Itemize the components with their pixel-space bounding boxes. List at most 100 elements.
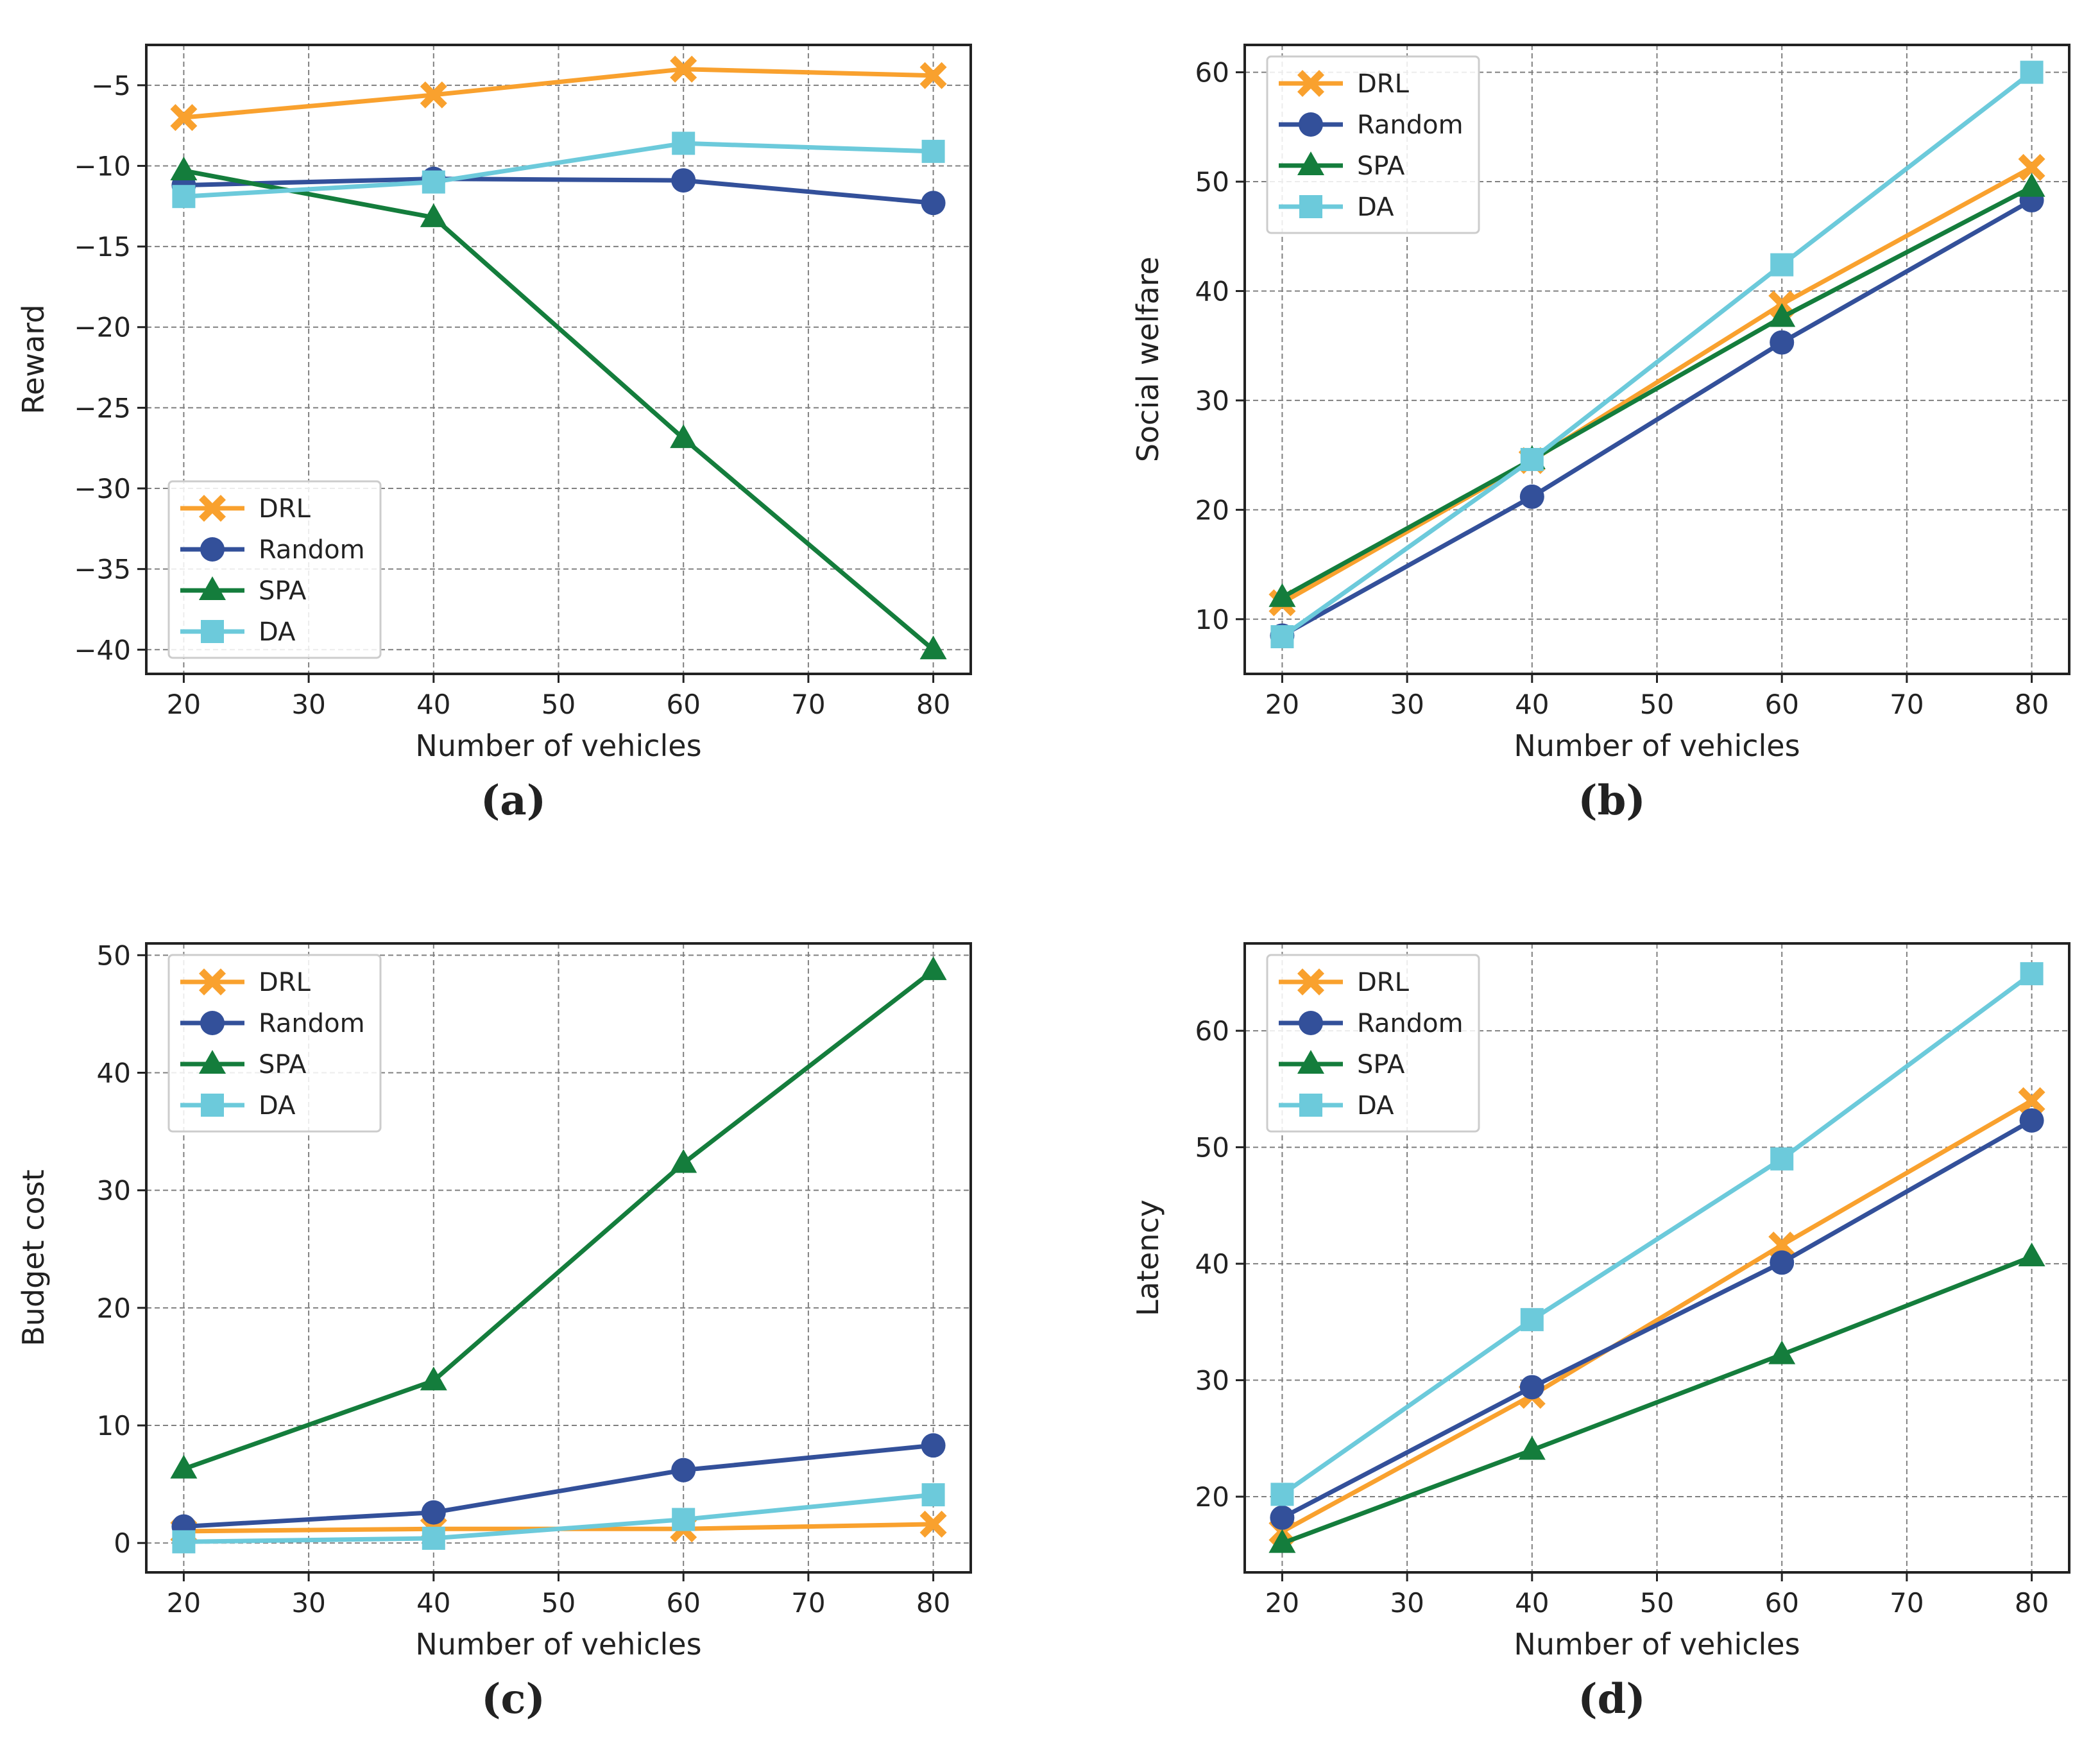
x-tick-label: 30 <box>291 689 325 720</box>
y-tick-label: 30 <box>1195 1365 1229 1397</box>
y-tick-label: 40 <box>1195 1248 1229 1280</box>
legend-marker-drl <box>199 495 226 522</box>
point-da <box>422 1526 445 1550</box>
point-drl <box>919 1510 947 1538</box>
legend-marker-drl <box>1297 70 1324 97</box>
legend-marker-spa <box>1297 151 1324 175</box>
x-tick-label: 80 <box>2015 689 2049 720</box>
legend-marker-random <box>1299 112 1323 137</box>
point-random <box>921 1433 946 1458</box>
point-drl <box>2018 153 2045 181</box>
series-line-drl <box>1281 1098 2033 1534</box>
point-random <box>421 1500 446 1525</box>
y-axis-label: Reward <box>16 304 51 414</box>
point-drl <box>2018 1087 2045 1114</box>
legend-marker-da <box>201 620 224 643</box>
series-line-drl <box>1281 165 2033 605</box>
legend-marker-da <box>1299 1094 1322 1117</box>
series-line-drl <box>184 67 934 120</box>
point-random <box>1519 1375 1544 1400</box>
point-random <box>1270 1505 1295 1530</box>
legend-label-random: Random <box>1357 110 1464 140</box>
legend-label-spa: SPA <box>259 1050 307 1079</box>
legend-marker-random <box>1299 1011 1323 1035</box>
chart-a: 20 30 40 50 60 70 80 −40 −35 −30 −25 −20 −15 −10 −5 Num… <box>16 44 972 763</box>
y-tick-label: 30 <box>1195 385 1229 417</box>
y-tick-label: −30 <box>74 473 131 504</box>
point-spa <box>170 157 198 180</box>
y-tick-label: 10 <box>97 1410 131 1441</box>
legend: DRL Random SPA DA <box>1266 55 1480 234</box>
y-tick-label: 10 <box>1195 604 1229 635</box>
legend-box <box>167 954 382 1133</box>
x-tick-label: 70 <box>1890 689 1924 720</box>
point-da <box>2020 60 2044 84</box>
y-tick-label: 40 <box>1195 275 1229 307</box>
caption-d: (d) <box>1578 1675 1646 1723</box>
legend-label-random: Random <box>259 1009 365 1038</box>
x-tick-label: 60 <box>1764 1587 1798 1619</box>
point-spa <box>2018 173 2045 197</box>
caption-a: (a) <box>480 777 547 825</box>
series-line-random <box>1281 198 2033 638</box>
x-tick-label: 20 <box>167 689 201 720</box>
x-axis-label: Number of vehicles <box>415 728 701 763</box>
point-da <box>1520 447 1544 471</box>
x-tick-label: 30 <box>291 1587 325 1619</box>
legend-box <box>1266 55 1480 234</box>
legend-label-drl: DRL <box>259 968 311 997</box>
point-spa <box>420 1366 447 1391</box>
point-da <box>672 132 696 155</box>
caption-c: (c) <box>481 1675 545 1723</box>
x-tick-label: 50 <box>542 689 576 720</box>
point-da <box>172 1530 196 1554</box>
x-tick-label: 60 <box>666 1587 700 1619</box>
series-line-da <box>184 141 934 199</box>
point-da <box>1770 253 1794 277</box>
y-tick-label: −20 <box>74 312 131 343</box>
x-tick-label: 70 <box>791 689 825 720</box>
point-drl <box>919 62 947 89</box>
legend-label-drl: DRL <box>259 494 311 524</box>
legend: DRL Random SPA DA <box>1266 954 1480 1133</box>
legend-marker-da <box>201 1094 224 1117</box>
point-random <box>921 191 946 216</box>
point-spa <box>1518 1436 1546 1460</box>
series-line-da <box>1281 972 2033 1497</box>
y-tick-label: −15 <box>74 231 131 262</box>
point-spa <box>1768 1340 1796 1364</box>
legend-label-spa: SPA <box>259 576 307 606</box>
series-line-spa <box>183 968 935 1472</box>
legend-label-drl: DRL <box>1357 69 1410 99</box>
point-da <box>672 1508 696 1531</box>
point-da <box>1520 1308 1544 1332</box>
x-axis-label: Number of vehicles <box>415 1627 701 1662</box>
point-spa <box>1268 583 1296 607</box>
y-tick-label: 30 <box>97 1175 131 1207</box>
point-da <box>1770 1147 1794 1171</box>
point-spa <box>919 956 947 981</box>
series-line-random <box>184 1443 934 1529</box>
y-axis-label: Latency <box>1131 1199 1165 1316</box>
series-line-da <box>1281 70 2033 639</box>
legend-marker-spa <box>1297 1050 1324 1074</box>
series-line-random <box>184 176 934 205</box>
y-tick-label: 20 <box>1195 494 1229 526</box>
point-random <box>671 1457 696 1483</box>
point-da <box>1270 1483 1294 1506</box>
point-drl <box>170 104 198 132</box>
y-tick-label: 60 <box>1195 1015 1229 1047</box>
y-tick-label: −10 <box>74 150 131 182</box>
axes-frame <box>145 44 972 675</box>
x-axis-label: Number of vehicles <box>1514 1627 1800 1662</box>
legend-label-drl: DRL <box>1357 968 1410 997</box>
x-tick-label: 40 <box>1515 1587 1549 1619</box>
legend-marker-random <box>200 537 225 562</box>
point-spa <box>1768 303 1796 327</box>
point-spa <box>1268 1529 1296 1553</box>
x-tick-label: 50 <box>1640 1587 1674 1619</box>
legend-label-da: DA <box>1357 193 1394 222</box>
y-tick-label: −25 <box>74 392 131 424</box>
series-line-da <box>184 1492 934 1544</box>
x-tick-label: 40 <box>416 689 450 720</box>
